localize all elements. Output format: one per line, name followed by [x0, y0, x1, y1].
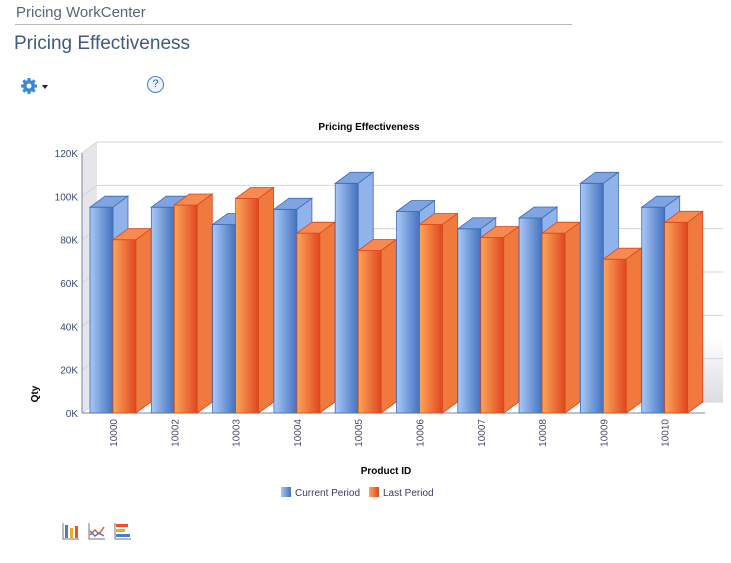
bar-last-period: [664, 221, 689, 414]
bar-current-period: [334, 182, 359, 414]
bar-current-period: [396, 211, 420, 414]
bar-last-period: [603, 258, 627, 414]
x-tick-label: 10010: [661, 419, 672, 447]
gridline: [81, 184, 723, 197]
bar-side: [503, 225, 520, 414]
bar-current-period: [457, 228, 482, 414]
legend-label: Current Period: [295, 488, 360, 499]
x-tick-label: 10005: [354, 419, 365, 447]
line-chart-button[interactable]: [88, 522, 106, 540]
line-chart-icon: [88, 523, 105, 540]
y-axis-label: Qty: [30, 385, 41, 402]
y-tick-label: 100K: [55, 192, 79, 203]
bar-last-period: [480, 237, 505, 414]
y-tick-label: 80K: [60, 236, 78, 247]
chevron-down-icon: [42, 85, 48, 89]
y-tick-label: 40K: [60, 322, 78, 333]
bar-current-period: [273, 208, 298, 414]
bar-last-period: [419, 224, 443, 414]
bar-current-period: [641, 206, 666, 414]
bar-side: [196, 193, 213, 414]
bar-last-period: [541, 232, 566, 414]
x-axis-label: Product ID: [361, 466, 412, 477]
bar-chart-icon: [62, 523, 79, 540]
page-title: Pricing Effectiveness: [14, 33, 191, 54]
bar-current-period: [580, 182, 604, 414]
x-tick-label: 10009: [599, 419, 610, 447]
legend: Current Period Last Period: [281, 487, 434, 499]
bar-current-period: [150, 206, 175, 414]
y-tick-label: 60K: [60, 279, 78, 290]
help-button[interactable]: ?: [147, 76, 164, 93]
bar-last-period: [357, 250, 382, 414]
bar-side: [687, 210, 704, 414]
legend-swatch: [281, 487, 291, 497]
x-tick-label: 10008: [538, 419, 549, 447]
bar-last-period: [173, 204, 198, 414]
y-tick-label: 0K: [66, 409, 79, 420]
bar-side: [258, 186, 275, 414]
gear-icon: [21, 78, 48, 94]
legend-swatch: [369, 487, 379, 497]
bar-side: [380, 238, 397, 414]
x-tick-label: 10003: [232, 419, 243, 447]
legend-label: Last Period: [383, 488, 434, 499]
bar-last-period: [112, 239, 137, 414]
x-tick-label: 10000: [109, 419, 120, 447]
divider: [15, 24, 572, 25]
workcenter-title: Pricing WorkCenter: [16, 4, 146, 21]
bar-current-period: [89, 206, 114, 414]
y-tick-label: 120K: [55, 149, 79, 160]
bar-side: [626, 247, 642, 414]
chart-title: Pricing Effectiveness: [318, 122, 420, 133]
bar-current-period: [212, 224, 237, 414]
chart: Pricing Effectiveness 0K 20K 40K 60K 80K 100K…: [30, 122, 723, 499]
bar-side: [319, 221, 336, 414]
bar-side: [564, 221, 581, 414]
x-tick-label: 10002: [170, 419, 181, 447]
gridline: [81, 141, 723, 154]
bar-last-period: [235, 198, 260, 414]
x-tick-label: 10007: [477, 419, 488, 447]
x-tick-label: 10004: [293, 419, 304, 447]
bar-side: [135, 227, 152, 414]
bar-current-period: [518, 217, 543, 414]
bar-last-period: [296, 232, 321, 414]
horizontal-bar-chart-icon: [114, 523, 131, 540]
horizontal-bar-chart-button[interactable]: [114, 522, 132, 540]
y-tick-label: 20K: [60, 366, 78, 377]
bar-chart-button[interactable]: [62, 522, 80, 540]
bar-side: [442, 212, 458, 414]
gear-menu-button[interactable]: [20, 77, 50, 95]
x-tick-label: 10006: [416, 419, 427, 447]
